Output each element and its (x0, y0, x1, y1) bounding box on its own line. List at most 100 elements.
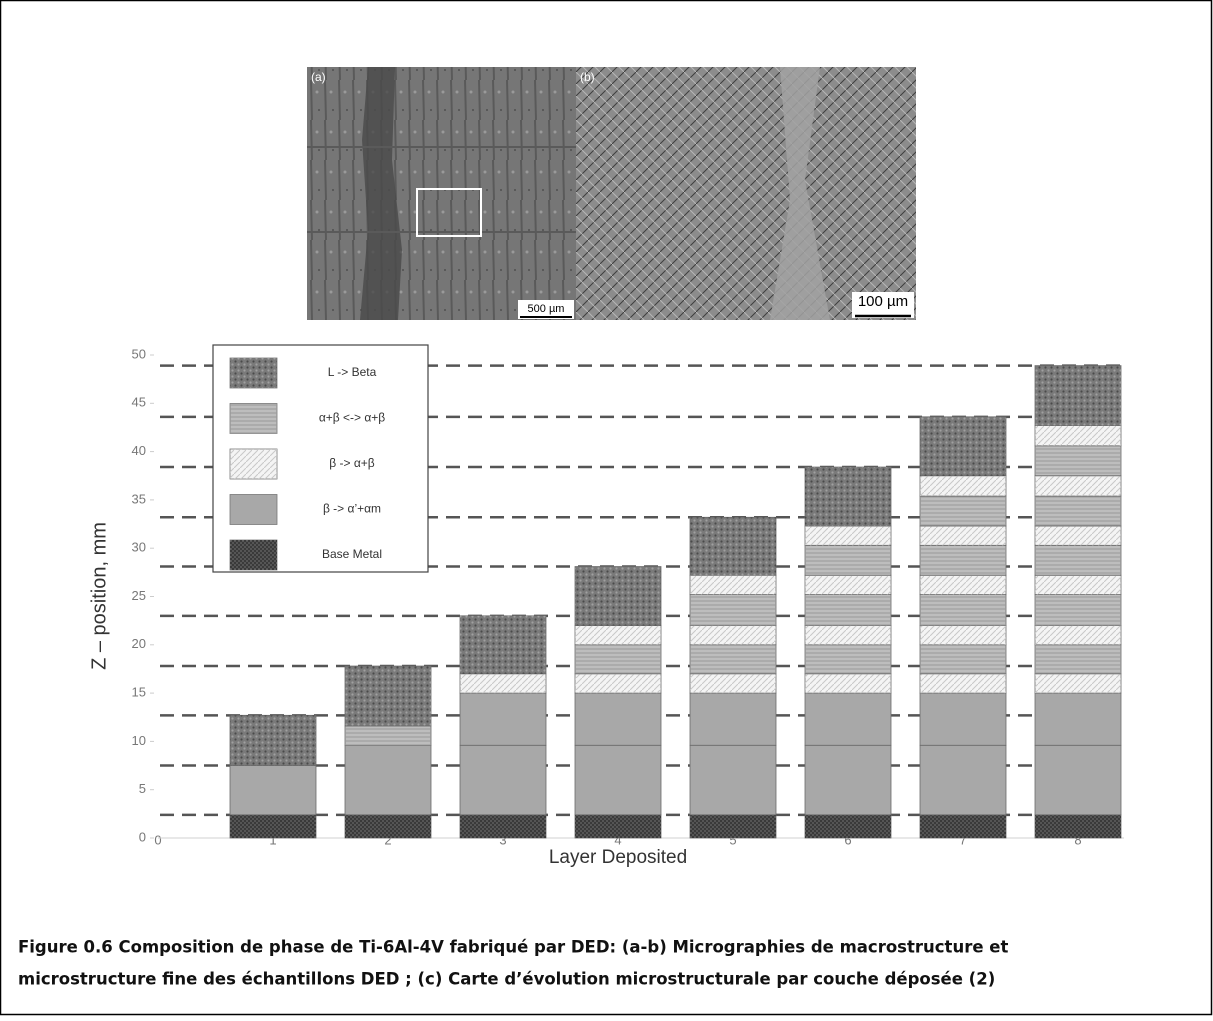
bar-segment-texture (575, 566, 661, 626)
scale-box (518, 300, 574, 319)
y-tick-label: 15 (132, 685, 146, 700)
caption-line: microstructure fine des échantillons DED… (18, 970, 995, 989)
bar-segment-texture (1035, 365, 1121, 426)
bar-segment (1034, 692, 1122, 746)
bar-segment-texture (805, 814, 891, 838)
bar-segment-texture (920, 545, 1006, 576)
bar-segment-texture (805, 575, 891, 595)
bar-segment-texture (1035, 575, 1121, 595)
legend-label: β -> α+β (329, 456, 375, 470)
bar-segment-texture (690, 575, 776, 595)
y-tick-label: 40 (132, 443, 146, 458)
bar-segment-texture (920, 575, 1006, 595)
bar-segment-texture (575, 625, 661, 645)
bar-segment-texture (805, 545, 891, 576)
bar-segment-texture (1035, 644, 1121, 674)
bar-segment-texture (805, 594, 891, 626)
legend: L -> Beta α+β <-> α+β β -> α+β β -> α’+αm Ba… (212, 344, 429, 573)
bar-segment-texture (230, 715, 316, 766)
bar-segment-texture (920, 673, 1006, 694)
bar-segment (459, 744, 547, 816)
caption-line: Figure 0.6 Composition de phase de Ti-6A… (18, 938, 1008, 957)
bar-segment-texture (230, 814, 316, 838)
legend-swatch (229, 494, 278, 525)
y-tick-label: 20 (132, 636, 146, 651)
bar-segment-texture (805, 625, 891, 645)
melt-band (360, 67, 402, 320)
bar-segment-texture (920, 814, 1006, 838)
x-tick-label: 7 (959, 832, 966, 847)
bar-segment-texture (690, 594, 776, 626)
x-tick-label: 1 (269, 832, 276, 847)
legend-label: α+β <-> α+β (319, 411, 385, 425)
bar-segment (689, 692, 777, 746)
scale-label: 500 µm (528, 303, 565, 315)
x-tick-label: 0 (154, 832, 161, 847)
micrograph-b (576, 67, 916, 320)
bar-segment-texture (920, 475, 1006, 497)
bar-segment-texture (1035, 814, 1121, 838)
bar-segment-texture (690, 625, 776, 645)
bar-segment-texture (1035, 545, 1121, 576)
bar-segment-texture (575, 644, 661, 674)
bar-segment (689, 744, 777, 816)
y-tick-label: 35 (132, 491, 146, 506)
bar-segment-texture (920, 525, 1006, 546)
bar-segment-texture (1035, 625, 1121, 645)
legend-swatch-texture (230, 403, 277, 434)
y-tick-label: 0 (139, 829, 146, 844)
legend-label: Base Metal (322, 547, 382, 561)
micrograph-label: (b) (580, 70, 595, 84)
bar-segment-texture (1035, 425, 1121, 446)
y-tick-label: 10 (132, 733, 146, 748)
legend-label: L -> Beta (328, 365, 377, 379)
x-tick-label: 4 (614, 832, 621, 847)
bar-segment-texture (805, 644, 891, 674)
x-axis-label: Layer Deposited (549, 847, 687, 868)
bar-segment (804, 692, 892, 746)
x-tick-label: 6 (844, 832, 851, 847)
bar-segment-texture (920, 594, 1006, 626)
y-tick-label: 45 (132, 395, 146, 410)
bar-segment-texture (920, 625, 1006, 645)
bar-segment (919, 692, 1007, 746)
zoom-box (416, 188, 482, 237)
bar-segment-texture (460, 615, 546, 674)
bar-segment-texture (805, 467, 891, 526)
y-tick-label: 5 (139, 781, 146, 796)
bar-segment-texture (345, 814, 431, 838)
bar-segment (1034, 744, 1122, 816)
bar-segment-texture (575, 814, 661, 838)
bar-segment (804, 744, 892, 816)
legend-label: β -> α’+αm (323, 502, 381, 516)
bar-segment-texture (690, 673, 776, 694)
bar-segment-texture (920, 416, 1006, 476)
y-tick-label: 25 (132, 588, 146, 603)
x-tick-label: 5 (729, 832, 736, 847)
bar-segment-texture (1035, 525, 1121, 546)
bar-segment-texture (690, 644, 776, 674)
y-tick-label: 30 (132, 540, 146, 555)
bar-segment-texture (1035, 496, 1121, 526)
bar-segment-texture (690, 517, 776, 576)
bar-segment (229, 765, 317, 816)
scale-box (852, 292, 914, 318)
x-tick-label: 3 (499, 832, 506, 847)
bar-segment (574, 744, 662, 816)
bar-segment (919, 744, 1007, 816)
bar-segment-texture (1035, 594, 1121, 626)
micrograph-a (307, 67, 576, 320)
bar-segment-texture (920, 644, 1006, 674)
bar-segment (574, 692, 662, 746)
y-axis-label: Z – position, mm (88, 522, 110, 670)
bar-segment (459, 692, 547, 746)
bar-segment-texture (345, 725, 431, 746)
bar-segment (344, 744, 432, 816)
bar-segment-texture (1035, 445, 1121, 476)
bar-segment-texture (805, 525, 891, 546)
bar-segment-texture (805, 673, 891, 694)
